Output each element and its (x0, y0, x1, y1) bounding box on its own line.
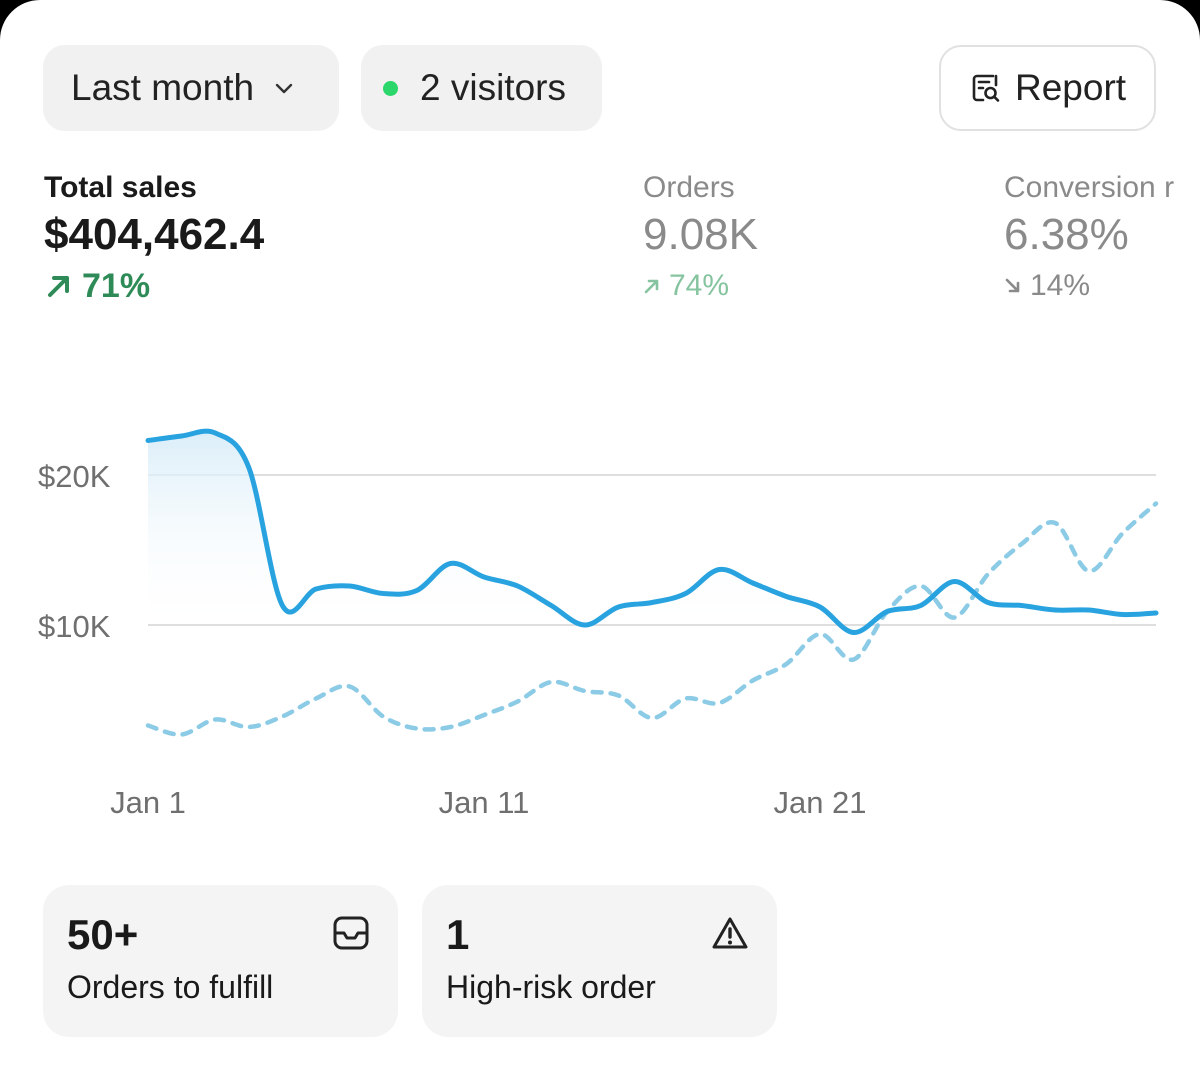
current-period-line (145, 428, 1159, 635)
arrow-down-right-icon (1004, 277, 1022, 295)
metric-delta-value: 14% (1030, 269, 1091, 302)
metric-delta: 71% (44, 266, 264, 306)
x-axis-label: Jan 1 (110, 785, 186, 820)
metric-orders[interactable]: Orders 9.08K 74% (643, 170, 758, 306)
tile-caption: High-risk order (446, 969, 656, 1005)
tile-number: 1 (446, 911, 470, 958)
live-status-dot (383, 80, 398, 96)
tile-number: 50+ (67, 911, 139, 958)
metric-label: Conversion r (1004, 171, 1175, 204)
metric-delta: 14% (1004, 266, 1174, 306)
report-search-icon (969, 71, 1003, 105)
live-visitors-pill[interactable]: 2 visitors (361, 45, 602, 131)
date-range-label: Last month (71, 67, 255, 108)
metric-total-sales[interactable]: Total sales $404,462.4 71% (44, 170, 264, 306)
metric-value: $404,462.4 (44, 210, 265, 259)
arrow-up-right-icon (643, 277, 661, 295)
metric-delta-value: 74% (669, 269, 730, 302)
tile-caption: Orders to fulfill (67, 969, 274, 1005)
inbox-icon (332, 915, 370, 956)
y-axis-label: $10K (38, 609, 111, 644)
arrow-up-right-icon (44, 271, 74, 301)
metric-delta-value: 71% (82, 267, 151, 305)
visitors-label: 2 visitors (420, 67, 566, 108)
previous-period-line (145, 501, 1159, 737)
metric-conversion-rate[interactable]: Conversion r 6.38% 14% (1004, 170, 1174, 306)
metric-value: 6.38% (1004, 210, 1129, 259)
report-button[interactable]: Report (939, 45, 1156, 131)
report-label: Report (1015, 67, 1127, 108)
metric-label: Orders (643, 171, 735, 204)
chevron-down-icon (272, 76, 296, 100)
y-axis-label: $20K (38, 459, 111, 494)
metric-value: 9.08K (643, 210, 758, 259)
date-range-dropdown[interactable]: Last month (43, 45, 339, 131)
high-risk-order-tile[interactable]: 1 High-risk order (422, 885, 777, 1037)
sales-line-chart[interactable]: $20K $10K Jan 1 Jan 11 Jan 21 (0, 400, 1200, 850)
metric-delta: 74% (643, 266, 758, 306)
x-axis-label: Jan 11 (439, 785, 530, 820)
warning-icon (711, 915, 749, 956)
x-axis-label: Jan 21 (773, 785, 866, 820)
metric-label: Total sales (44, 171, 197, 204)
orders-to-fulfill-tile[interactable]: 50+ Orders to fulfill (43, 885, 398, 1037)
